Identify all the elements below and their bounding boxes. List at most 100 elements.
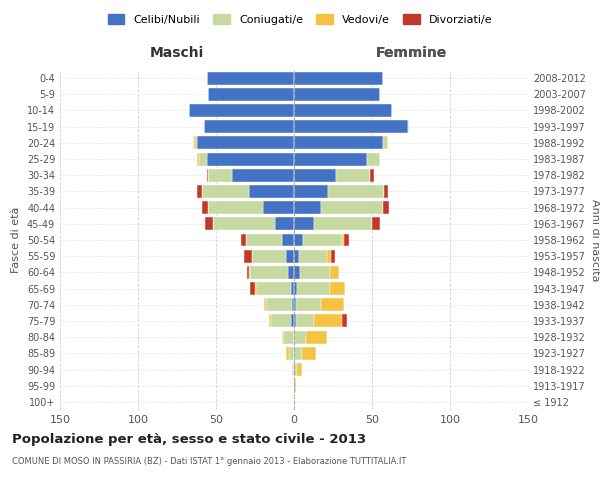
Text: COMUNE DI MOSO IN PASSIRIA (BZ) - Dati ISTAT 1° gennaio 2013 - Elaborazione TUTT: COMUNE DI MOSO IN PASSIRIA (BZ) - Dati I… bbox=[12, 457, 406, 466]
Bar bbox=[213, 218, 275, 230]
Bar bbox=[194, 136, 197, 149]
Bar bbox=[320, 298, 344, 311]
Bar bbox=[206, 169, 208, 181]
Y-axis label: Fasce di età: Fasce di età bbox=[11, 207, 21, 273]
Bar bbox=[197, 185, 202, 198]
Bar bbox=[299, 250, 327, 262]
Bar bbox=[328, 185, 385, 198]
Bar bbox=[294, 120, 408, 133]
Bar bbox=[314, 314, 343, 328]
Bar bbox=[294, 379, 296, 392]
Bar bbox=[294, 266, 300, 279]
Bar bbox=[199, 152, 206, 166]
Bar bbox=[197, 152, 199, 166]
Bar bbox=[190, 104, 294, 117]
Bar bbox=[281, 330, 283, 344]
Bar bbox=[383, 201, 389, 214]
Bar bbox=[372, 218, 380, 230]
Bar bbox=[208, 169, 232, 181]
Bar bbox=[247, 266, 249, 279]
Bar bbox=[292, 298, 294, 311]
Bar bbox=[263, 201, 294, 214]
Bar bbox=[344, 234, 349, 246]
Bar bbox=[289, 347, 294, 360]
Text: Maschi: Maschi bbox=[150, 46, 204, 60]
Bar bbox=[327, 250, 331, 262]
Bar bbox=[330, 282, 346, 295]
Bar bbox=[292, 363, 294, 376]
Bar bbox=[408, 120, 409, 133]
Bar bbox=[294, 72, 383, 85]
Bar bbox=[291, 314, 294, 328]
Bar bbox=[343, 234, 344, 246]
Bar bbox=[249, 266, 250, 279]
Bar bbox=[297, 363, 302, 376]
Bar bbox=[271, 314, 291, 328]
Bar bbox=[208, 88, 294, 101]
Bar bbox=[294, 282, 297, 295]
Bar bbox=[294, 201, 320, 214]
Y-axis label: Anni di nascita: Anni di nascita bbox=[590, 198, 599, 281]
Text: Femmine: Femmine bbox=[376, 46, 446, 60]
Bar bbox=[266, 298, 292, 311]
Bar bbox=[296, 298, 320, 311]
Bar bbox=[294, 314, 296, 328]
Bar bbox=[294, 234, 304, 246]
Bar bbox=[300, 266, 330, 279]
Bar bbox=[331, 250, 335, 262]
Bar bbox=[275, 218, 294, 230]
Bar bbox=[304, 234, 343, 246]
Bar bbox=[294, 347, 302, 360]
Bar bbox=[249, 185, 294, 198]
Bar bbox=[208, 201, 263, 214]
Bar bbox=[288, 266, 294, 279]
Bar bbox=[294, 330, 307, 344]
Bar bbox=[367, 152, 380, 166]
Bar bbox=[269, 314, 271, 328]
Bar bbox=[383, 136, 388, 149]
Bar bbox=[286, 347, 289, 360]
Legend: Celibi/Nubili, Coniugati/e, Vedovi/e, Divorziati/e: Celibi/Nubili, Coniugati/e, Vedovi/e, Di… bbox=[104, 10, 496, 28]
Text: Femmine: Femmine bbox=[376, 46, 446, 60]
Bar bbox=[286, 250, 294, 262]
Bar bbox=[245, 234, 281, 246]
Text: Popolazione per età, sesso e stato civile - 2013: Popolazione per età, sesso e stato civil… bbox=[12, 432, 366, 446]
Bar bbox=[232, 169, 294, 181]
Bar bbox=[302, 347, 316, 360]
Bar bbox=[206, 152, 294, 166]
Bar bbox=[202, 201, 208, 214]
Bar bbox=[283, 330, 294, 344]
Bar bbox=[205, 218, 213, 230]
Bar bbox=[314, 218, 372, 230]
Bar bbox=[370, 169, 374, 181]
Bar bbox=[202, 185, 249, 198]
Bar bbox=[297, 282, 330, 295]
Bar bbox=[244, 250, 252, 262]
Bar bbox=[281, 234, 294, 246]
Bar bbox=[307, 330, 327, 344]
Bar bbox=[241, 234, 245, 246]
Bar bbox=[203, 120, 294, 133]
Bar bbox=[255, 282, 257, 295]
Bar bbox=[250, 266, 288, 279]
Bar bbox=[320, 201, 383, 214]
Bar bbox=[294, 136, 383, 149]
Bar bbox=[250, 282, 255, 295]
Bar bbox=[294, 363, 297, 376]
Bar bbox=[265, 298, 266, 311]
Bar bbox=[294, 88, 380, 101]
Bar bbox=[197, 136, 294, 149]
Bar bbox=[294, 152, 367, 166]
Bar bbox=[294, 218, 314, 230]
Bar bbox=[294, 169, 336, 181]
Bar bbox=[296, 314, 314, 328]
Bar bbox=[193, 136, 194, 149]
Bar bbox=[385, 185, 388, 198]
Bar bbox=[252, 250, 286, 262]
Bar bbox=[291, 282, 294, 295]
Bar bbox=[294, 185, 328, 198]
Bar bbox=[336, 169, 370, 181]
Bar bbox=[294, 250, 299, 262]
Bar bbox=[257, 282, 291, 295]
Bar bbox=[294, 298, 296, 311]
